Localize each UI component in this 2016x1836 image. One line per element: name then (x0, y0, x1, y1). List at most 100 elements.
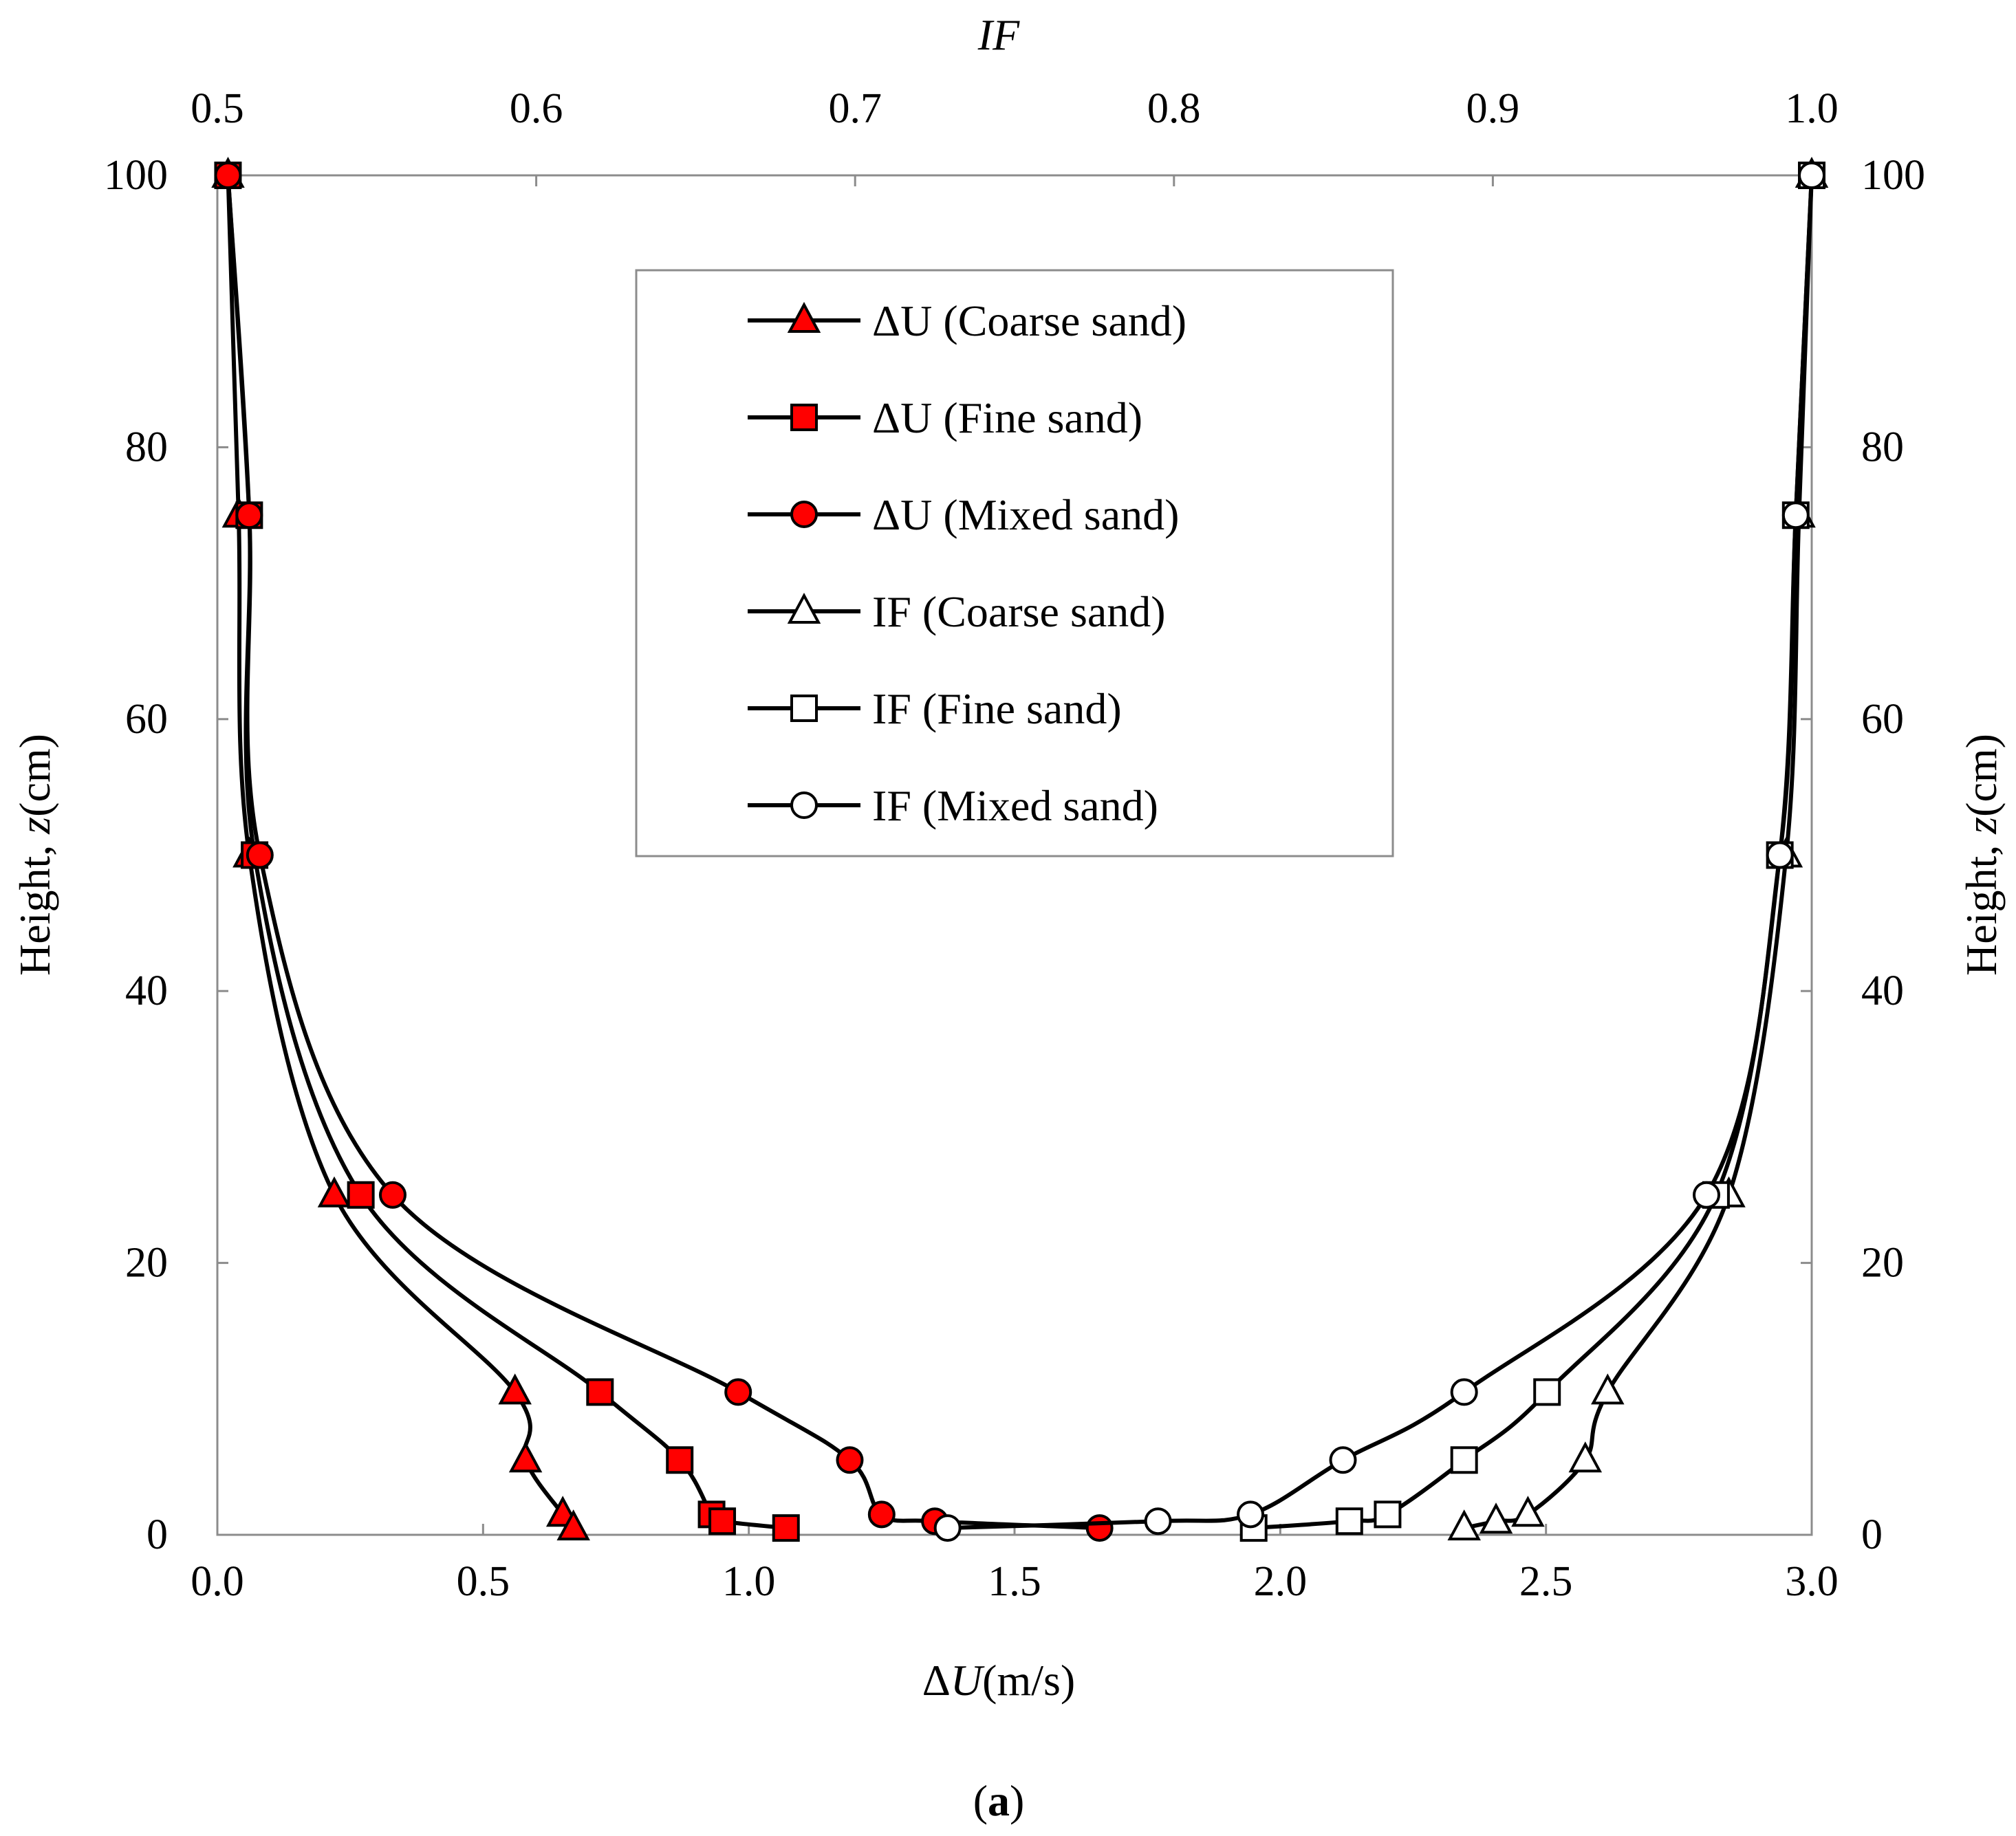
data-point (1335, 1507, 1363, 1536)
data-point (1693, 1181, 1721, 1209)
bottom-tick-label: 1.5 (988, 1558, 1041, 1605)
right-axis-title-unit: (cm) (1957, 734, 2006, 817)
right-axis-title: Height, z(cm) (1957, 734, 2006, 976)
legend-entry-5: IF (Mixed sand) (748, 781, 1158, 830)
bottom-tick-label: 2.0 (1254, 1558, 1308, 1605)
figure-caption-letter: a (988, 1776, 1010, 1825)
data-point (1447, 1509, 1481, 1541)
data-point (1798, 162, 1825, 189)
series-2 (214, 162, 1114, 1542)
figure-caption: (a) (973, 1776, 1025, 1825)
data-point (508, 1441, 543, 1473)
data-point (246, 841, 274, 869)
top-tick-label: 0.8 (1147, 85, 1201, 132)
legend-marker (790, 404, 818, 431)
right-tick-label: 0 (1861, 1511, 1883, 1558)
legend-marker (790, 695, 818, 722)
figure-caption-close: ) (1010, 1776, 1024, 1825)
data-point (666, 1446, 694, 1474)
left-axis-title-var: z (10, 817, 59, 835)
data-point (724, 1378, 752, 1406)
top-tick-label: 0.7 (828, 85, 882, 132)
legend-label: ΔU (Mixed sand) (872, 490, 1179, 539)
data-point (498, 1373, 532, 1405)
legend-entry-2: ΔU (Mixed sand) (748, 490, 1179, 539)
top-tick-label: 1.0 (1785, 85, 1839, 132)
series-layer (211, 156, 1829, 1542)
bottom-axis-title: ΔU(m/s) (922, 1656, 1075, 1705)
data-point (836, 1446, 864, 1474)
left-tick-label: 80 (125, 424, 168, 470)
data-point (1450, 1378, 1478, 1406)
right-tick-label: 100 (1861, 152, 1925, 199)
legend-marker (790, 501, 818, 528)
bottom-tick-label: 2.5 (1519, 1558, 1573, 1605)
data-point (1144, 1507, 1172, 1536)
legend-box (635, 269, 1394, 857)
data-point (1237, 1500, 1265, 1529)
top-axis-title: IF (977, 10, 1020, 59)
data-point (1591, 1373, 1625, 1405)
left-tick-label: 20 (125, 1240, 168, 1287)
legend-entry-1: ΔU (Fine sand) (748, 393, 1142, 442)
data-point (214, 162, 242, 189)
bottom-tick-label: 0.5 (457, 1558, 510, 1605)
right-axis-title-var: z (1957, 817, 2006, 835)
bottom-tick-label: 3.0 (1785, 1558, 1839, 1605)
left-axis-title-unit: (cm) (10, 734, 59, 817)
legend-label: IF (Coarse sand) (872, 587, 1166, 636)
data-point (1450, 1446, 1478, 1474)
data-point (1479, 1502, 1513, 1534)
data-point (708, 1507, 737, 1536)
bottom-tick-label: 0.0 (191, 1558, 244, 1605)
data-point (1533, 1378, 1561, 1406)
data-point (586, 1378, 614, 1406)
data-point (235, 501, 263, 529)
bottom-axis-title-unit: (m/s) (982, 1656, 1075, 1705)
top-tick-label: 0.5 (191, 85, 244, 132)
legend-label: ΔU (Coarse sand) (872, 296, 1186, 345)
left-axis-title: Height, z(cm) (10, 734, 59, 976)
legend-entry-0: ΔU (Coarse sand) (748, 296, 1186, 345)
data-point (317, 1176, 351, 1207)
data-point (378, 1181, 407, 1209)
legend-label: IF (Fine sand) (872, 684, 1122, 733)
data-point (1085, 1514, 1114, 1542)
top-tick-label: 0.9 (1466, 85, 1520, 132)
data-point (1511, 1496, 1545, 1527)
legend-entry-3: IF (Coarse sand) (748, 587, 1166, 636)
data-point (1374, 1500, 1402, 1529)
legend-marker (787, 592, 821, 624)
left-axis-title-prefix: Height, (10, 834, 59, 976)
right-tick-label: 40 (1861, 968, 1904, 1014)
legend-label: IF (Mixed sand) (872, 781, 1158, 830)
legend-marker (790, 791, 818, 819)
left-tick-label: 40 (125, 968, 168, 1014)
legend: ΔU (Coarse sand) ΔU (Fine sand) ΔU (Mixed … (635, 269, 1394, 857)
bottom-axis-title-prefix: Δ (922, 1656, 951, 1705)
legend-entry-4: IF (Fine sand) (748, 684, 1122, 733)
data-point (556, 1509, 590, 1541)
legend-label: ΔU (Fine sand) (872, 393, 1142, 442)
bottom-tick-label: 1.0 (722, 1558, 776, 1605)
ticks-layer: 0.0 0.5 1.0 1.5 2.0 2.5 3.0 0.5 0.6 0.7 0.8 0.9 1.0 0… (104, 85, 1925, 1605)
bottom-axis-title-var: U (951, 1656, 985, 1705)
data-point (1781, 501, 1810, 529)
top-tick-label: 0.6 (510, 85, 563, 132)
left-tick-label: 0 (147, 1511, 168, 1558)
data-point (1329, 1446, 1357, 1474)
legend-marker (787, 301, 821, 333)
series-line (947, 175, 1814, 1531)
left-tick-label: 60 (125, 696, 168, 743)
series-5 (933, 162, 1825, 1542)
left-tick-label: 100 (104, 152, 168, 199)
right-tick-label: 20 (1861, 1240, 1904, 1287)
data-point (1766, 841, 1794, 869)
data-point (867, 1500, 896, 1529)
data-point (772, 1514, 800, 1542)
right-tick-label: 80 (1861, 424, 1904, 470)
data-point (347, 1181, 375, 1209)
data-point (1568, 1441, 1603, 1473)
right-axis-title-prefix: Height, (1957, 834, 2006, 976)
